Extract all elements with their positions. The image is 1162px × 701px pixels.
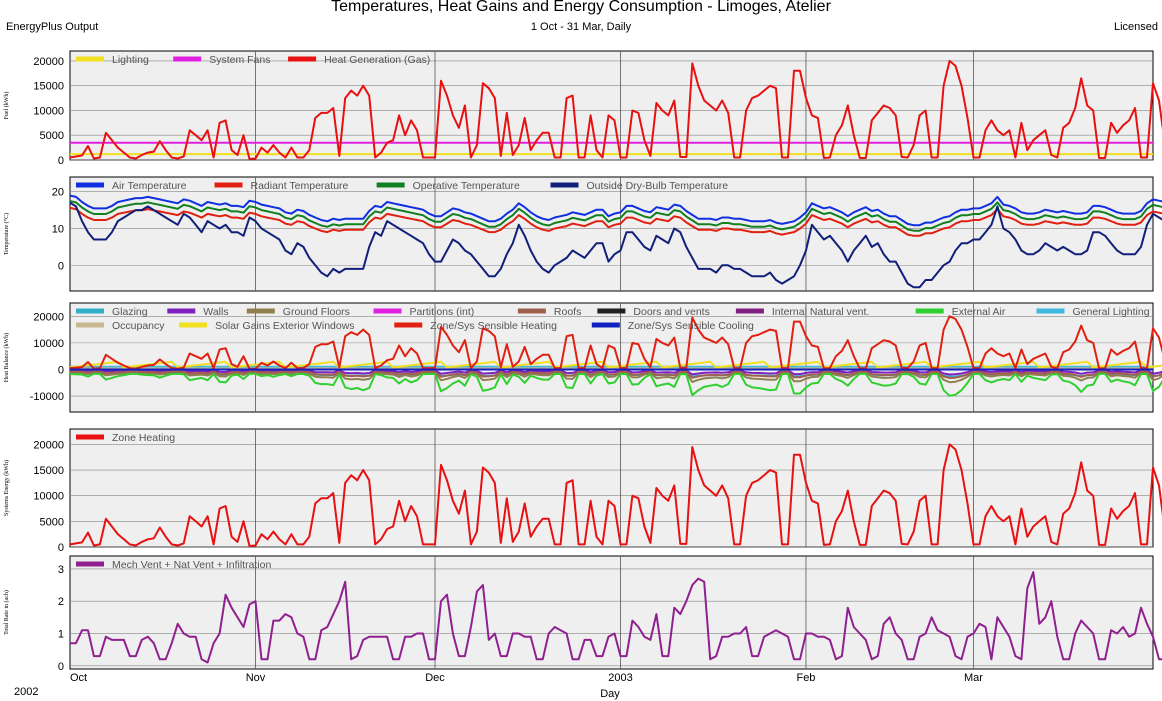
x-tick-label: Dec [425, 672, 445, 684]
y-tick-label: 10000 [33, 105, 64, 117]
x-axis-label: Day [600, 688, 620, 700]
y-tick-label: 0 [58, 364, 64, 376]
legend-label: Lighting [112, 54, 149, 66]
series-line [69, 371, 1162, 384]
chart-title: Temperatures, Heat Gains and Energy Cons… [331, 0, 831, 15]
y-tick-label: 0 [58, 661, 64, 673]
y-tick-label: -10000 [30, 391, 64, 403]
legend-label: Occupancy [112, 320, 165, 332]
plot-area [69, 428, 1154, 548]
x-tick-label: Feb [796, 672, 815, 684]
panel-2: 0 10 20 Temperature (°C) Air Temperature Radi… [3, 176, 1162, 292]
y-tick-label: 3 [58, 564, 64, 576]
y-axis-label: Heat Balance (kWh) [3, 333, 10, 382]
legend-label: Zone/Sys Sensible Heating [430, 320, 557, 332]
panel-5: 0 1 2 3 Total Rate in (ach) Mech Vent + Nat V… [3, 555, 1162, 673]
chart-subtitle: 1 Oct - 31 Mar, Daily [530, 21, 632, 33]
legend-label: Doors and vents [633, 306, 709, 318]
legend-label: Zone/Sys Sensible Cooling [628, 320, 754, 332]
legend-label: Ground Floors [283, 306, 350, 318]
plot-area [69, 176, 1154, 292]
x-axis: Oct Nov Dec 2003 Feb Mar [70, 672, 983, 684]
y-tick-label: 0 [58, 260, 64, 272]
legend-label: Roofs [554, 306, 581, 318]
source-label: EnergyPlus Output [6, 21, 99, 33]
y-axis-label: Temperature (°C) [3, 213, 10, 255]
legend-label: Heat Generation (Gas) [324, 54, 430, 66]
y-tick-label: 15000 [33, 81, 64, 93]
plot-area [69, 302, 1154, 413]
legend-label: Solar Gains Exterior Windows [215, 320, 354, 332]
y-tick-label: 0 [58, 155, 64, 167]
legend-label: Air Temperature [112, 180, 187, 192]
legend-label: Zone Heating [112, 432, 175, 444]
series-line [69, 200, 1162, 232]
series-line [69, 372, 1162, 397]
x-tick-label: Oct [70, 672, 87, 684]
y-tick-label: 1 [58, 628, 64, 640]
series-line [69, 315, 1162, 370]
y-tick-label: 10 [52, 223, 64, 235]
x-tick-label: Nov [246, 672, 266, 684]
y-axis-label: Fuel (kWh) [3, 92, 10, 120]
series-line [69, 370, 1162, 379]
legend-label: Internal Natural vent. [772, 306, 869, 318]
legend-label: System Fans [209, 54, 270, 66]
y-tick-label: 20000 [33, 56, 64, 68]
year-label: 2002 [14, 686, 39, 698]
legend-label: Partitions (int) [410, 306, 475, 318]
y-tick-label: 5000 [40, 516, 64, 528]
legend-label: Walls [203, 306, 228, 318]
y-axis-label: Total Rate in (ach) [3, 590, 10, 635]
plot-area [69, 555, 1154, 670]
series-line [69, 443, 1162, 547]
y-tick-label: 10000 [33, 491, 64, 503]
series-line [69, 206, 1162, 237]
legend-label: General Lighting [1073, 306, 1150, 318]
y-axis-label: Systems Energy (kWh) [3, 460, 10, 516]
legend-label: Operative Temperature [413, 180, 520, 192]
panel-1: 0 5000 10000 15000 20000 Fuel (kWh) Lighting Sy… [3, 50, 1162, 167]
y-tick-label: 20000 [33, 439, 64, 451]
panel-3: -10000 0 10000 20000 Heat Balance (kWh) Glazi… [3, 302, 1162, 413]
series-line [69, 201, 1162, 289]
y-tick-label: 20000 [33, 311, 64, 323]
legend-label: Mech Vent + Nat Vent + Infiltration [112, 559, 272, 571]
x-tick-label: Mar [964, 672, 983, 684]
legend-label: Outside Dry-Bulb Temperature [587, 180, 729, 192]
panel-4: 0 5000 10000 15000 20000 Systems Energy (kWh)… [3, 428, 1162, 554]
legend-label: External Air [952, 306, 1006, 318]
y-tick-label: 15000 [33, 465, 64, 477]
y-tick-label: 2 [58, 596, 64, 608]
y-tick-label: 10000 [33, 338, 64, 350]
x-tick-label: 2003 [608, 672, 632, 684]
series-line [69, 360, 1162, 369]
series-line [70, 571, 1162, 664]
y-tick-label: 5000 [40, 130, 64, 142]
y-tick-label: 20 [52, 187, 64, 199]
series-line [69, 59, 1162, 160]
y-tick-label: 0 [58, 542, 64, 554]
legend-label: Radiant Temperature [251, 180, 349, 192]
license-label: Licensed [1113, 21, 1158, 33]
series-line [69, 194, 1162, 227]
legend-label: Glazing [112, 306, 148, 318]
